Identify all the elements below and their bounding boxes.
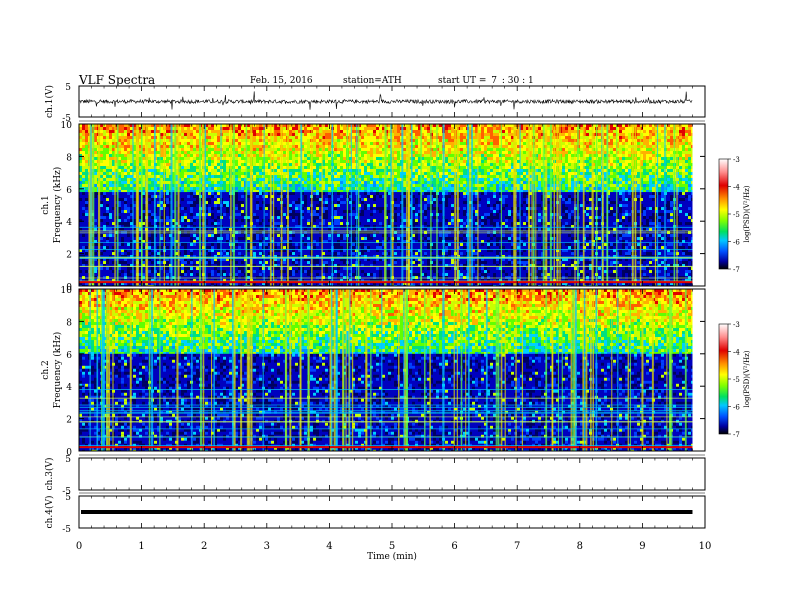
ch3-waveform-ytick-top: 5 xyxy=(65,455,71,465)
ch2-spectrogram-ytick-label: 8 xyxy=(66,318,72,328)
ch1-spectrogram-ytick-label: 6 xyxy=(66,186,72,196)
xaxis-tick-label-2: 2 xyxy=(201,541,207,552)
ch1-spectrogram-colorbar-tick: -3 xyxy=(733,156,740,164)
ch1-spectrogram-colorbar xyxy=(719,159,728,269)
ch4-waveform-ytick-top: 5 xyxy=(65,493,71,503)
xaxis-tick-label-5: 5 xyxy=(389,541,395,552)
ch2-spectrogram-ytick-label: 10 xyxy=(61,286,73,296)
start-label: start UT = xyxy=(438,76,486,86)
xaxis-tick-label-8: 8 xyxy=(577,541,583,552)
ch2-spectrogram-ylabel-channel: ch.2 xyxy=(41,360,51,379)
ch1-spectrogram-nodata xyxy=(692,124,705,286)
ch2-spectrogram-nodata xyxy=(692,289,705,451)
ch2-spectrogram-colorbar-tick: -5 xyxy=(733,376,740,384)
ch4-waveform-ytick-bottom: -5 xyxy=(62,525,71,535)
ch1-spectrogram-colorbar-tick: -7 xyxy=(733,266,740,274)
ch1-waveform-series-line xyxy=(79,91,692,109)
xaxis-tick-label-7: 7 xyxy=(514,541,520,552)
ch1-waveform-ylabel: ch.1(V) xyxy=(44,85,55,118)
ch3-waveform-ylabel: ch.3(V) xyxy=(44,458,55,491)
ch1-spectrogram-ylabel-freq: Frequency (kHz) xyxy=(52,167,63,244)
ch1-spectrogram-ylabel-channel: ch.1 xyxy=(41,195,51,214)
ch4-waveform-ylabel: ch.4(V) xyxy=(44,496,55,529)
ch2-spectrogram-colorbar xyxy=(719,324,728,434)
figure-start-time: start UT = 7 : 30 : 1 xyxy=(438,76,536,86)
figure-date: Feb. 15, 2016 xyxy=(250,76,313,86)
ch1-spectrogram-colorbar-tick: -4 xyxy=(733,184,740,192)
ch2-spectrogram-colorbar-tick: -6 xyxy=(733,404,740,412)
ch2-spectrogram-colorbar-tick: -3 xyxy=(733,321,740,329)
ch2-spectrogram-ytick-label: 4 xyxy=(66,383,72,393)
figure-station: station=ATH xyxy=(343,76,402,86)
ch1-spectrogram-ytick-label: 2 xyxy=(66,251,72,261)
xaxis-tick-label-6: 6 xyxy=(451,541,457,552)
ch2-spectrogram-ytick-label: 6 xyxy=(66,351,72,361)
xaxis-tick-label-4: 4 xyxy=(326,541,332,552)
xaxis-tick-label-1: 1 xyxy=(138,541,144,552)
ch1-spectrogram-colorbar-label: log(PSD)(V²/Hz) xyxy=(743,185,751,242)
ch1-waveform-ytick-top: 5 xyxy=(65,83,71,93)
xaxis-title: Time (min) xyxy=(367,551,417,562)
ch2-spectrogram-ytick-label: 2 xyxy=(66,416,72,426)
xaxis-tick-label-0: 0 xyxy=(76,541,82,552)
xaxis-tick-label-3: 3 xyxy=(264,541,270,552)
start-minsec: : 30 : 1 xyxy=(502,76,534,86)
ch1-spectrogram-ytick-label: 10 xyxy=(61,121,73,131)
xaxis-tick-label-9: 9 xyxy=(639,541,645,552)
ch1-spectrogram-image xyxy=(79,124,705,288)
ch2-spectrogram-ylabel-freq: Frequency (kHz) xyxy=(52,332,63,409)
xaxis-tick-label-10: 10 xyxy=(699,541,712,552)
start-hour: 7 xyxy=(491,76,497,86)
ch1-spectrogram-colorbar-tick: -5 xyxy=(733,211,740,219)
ch2-spectrogram-colorbar-label: log(PSD)(V²/Hz) xyxy=(743,350,751,407)
ch1-spectrogram-colorbar-tick: -6 xyxy=(733,239,740,247)
ch1-spectrogram-ytick-label: 8 xyxy=(66,153,72,163)
figure-title: VLF Spectra xyxy=(79,73,155,87)
ch2-spectrogram-image xyxy=(79,289,705,453)
ch2-spectrogram-colorbar-tick: -7 xyxy=(733,431,740,439)
ch1-spectrogram-ytick-label: 4 xyxy=(66,218,72,228)
ch2-spectrogram-colorbar-tick: -4 xyxy=(733,349,740,357)
